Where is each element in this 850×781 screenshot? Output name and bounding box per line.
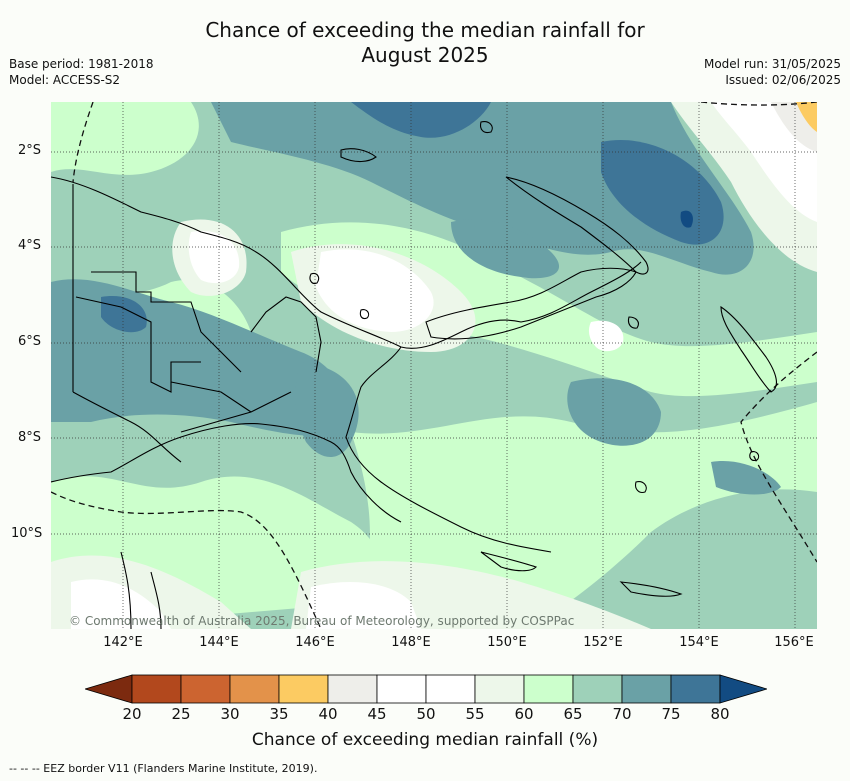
colorbar-cell (621, 674, 672, 704)
lon-label-152e: 152°E (583, 635, 623, 650)
colorbar-tick-label: 35 (269, 705, 289, 723)
colorbar-tick-label: 40 (318, 705, 338, 723)
coastlines (51, 121, 777, 629)
colorbar-tick-label: 75 (661, 705, 681, 723)
colorbar-tick-label: 20 (122, 705, 142, 723)
band-white-s (306, 582, 421, 629)
colorbar-extend-high (719, 674, 767, 704)
band-75-80-north (351, 102, 491, 138)
band-60-65-nw (51, 102, 199, 175)
band-white-east (588, 320, 624, 352)
colorbar-tick-label: 30 (220, 705, 240, 723)
colorbar-cell (229, 674, 280, 704)
map-svg (51, 102, 817, 629)
meta-left: Base period: 1981-2018 Model: ACCESS-S2 (9, 56, 154, 88)
issued-date: Issued: 02/06/2025 (725, 73, 841, 87)
lon-label-150e: 150°E (487, 635, 527, 650)
colorbar-tick-label: 45 (367, 705, 387, 723)
colorbar-cell (474, 674, 525, 704)
page-title: Chance of exceeding the median rainfall … (0, 18, 850, 68)
rainfall-map (51, 102, 817, 629)
colorbar-cell (572, 674, 623, 704)
copyright-notice: © Commonwealth of Australia 2025, Bureau… (69, 614, 575, 628)
colorbar-cell (523, 674, 574, 704)
colorbar-tick-label: 80 (710, 705, 730, 723)
band-white-west (188, 231, 240, 284)
colorbar-cell (327, 674, 378, 704)
colorbar-cell (180, 674, 231, 704)
lat-label-6s: 6°S (18, 334, 42, 349)
colorbar-tick-label: 55 (465, 705, 485, 723)
colorbar-tick-label: 60 (514, 705, 534, 723)
band-70-75-east (567, 378, 661, 446)
lon-label-144e: 144°E (199, 635, 239, 650)
band-35-40-ne (796, 102, 817, 132)
colorbar (85, 674, 767, 704)
band-80-plus (680, 210, 693, 228)
band-70-75-highlands (295, 362, 359, 457)
band-70-75-north-small (451, 219, 560, 279)
colorbar-tick-label: 50 (416, 705, 436, 723)
lat-label-4s: 4°S (18, 238, 42, 253)
colorbar-tick-label: 70 (612, 705, 632, 723)
colorbar-cell (278, 674, 329, 704)
lat-label-10s: 10°S (11, 526, 43, 541)
base-period: Base period: 1981-2018 (9, 57, 154, 71)
model-run: Model run: 31/05/2025 (703, 57, 841, 71)
lon-label-148e: 148°E (391, 635, 431, 650)
meta-right: Model run: 31/05/2025 Issued: 02/06/2025 (704, 56, 841, 88)
title-line-2: August 2025 (361, 43, 489, 67)
eez-legend: -- -- -- EEZ border V11 (Flanders Marine… (9, 762, 318, 775)
band-white-central (316, 249, 434, 332)
colorbar-cell (670, 674, 721, 704)
colorbar-extend-low (85, 674, 133, 704)
lat-lon-grid (51, 102, 817, 629)
colorbar-tick-label: 65 (563, 705, 583, 723)
lat-label-8s: 8°S (18, 430, 42, 445)
lon-label-142e: 142°E (103, 635, 143, 650)
colorbar-label: Chance of exceeding median rainfall (%) (251, 730, 599, 750)
band-70-75-se (711, 461, 781, 495)
colorbar-cell (131, 674, 182, 704)
lon-label-156e: 156°E (774, 635, 814, 650)
lat-label-2s: 2°S (18, 143, 42, 158)
colorbar-cell (376, 674, 427, 704)
colorbar-tick-label: 25 (171, 705, 191, 723)
colorbar-cell (425, 674, 476, 704)
eez-borders (51, 102, 817, 629)
lon-label-146e: 146°E (295, 635, 335, 650)
band-white-sw (71, 579, 171, 629)
title-line-1: Chance of exceeding the median rainfall … (205, 18, 645, 42)
band-75-80-ne (601, 140, 724, 245)
model-name: Model: ACCESS-S2 (9, 73, 121, 87)
lon-label-154e: 154°E (679, 635, 719, 650)
